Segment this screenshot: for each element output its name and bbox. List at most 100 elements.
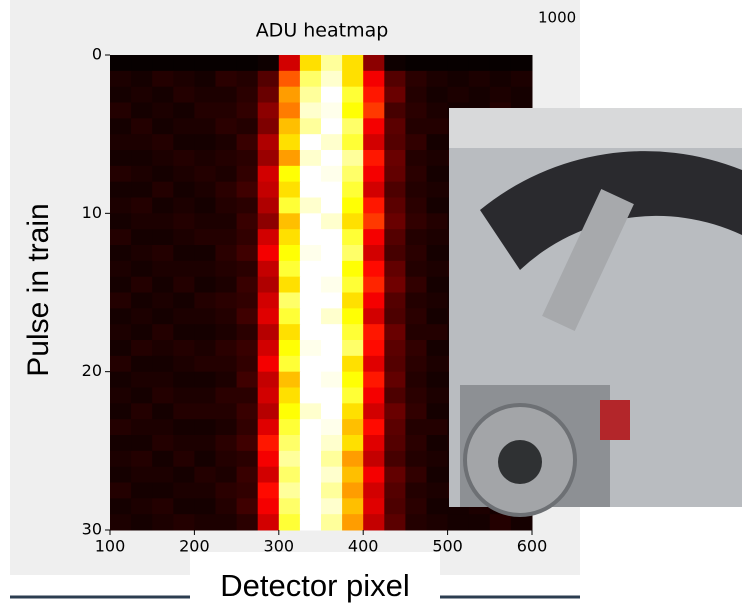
- heatmap-cell: [278, 435, 301, 452]
- heatmap-cell: [447, 70, 470, 88]
- heatmap-cell: [236, 482, 259, 499]
- heatmap-cell: [131, 197, 153, 214]
- heatmap-cell: [173, 340, 195, 357]
- heatmap-cell: [278, 197, 301, 214]
- y-tick-label: 30: [82, 520, 102, 539]
- heatmap-cell: [384, 134, 406, 151]
- x-tick-label: 100: [95, 537, 126, 556]
- heatmap-cell: [363, 86, 385, 103]
- heatmap-cell: [342, 165, 364, 183]
- heatmap-cell: [131, 355, 153, 373]
- heatmap-cell: [110, 387, 132, 404]
- heatmap-cell: [257, 450, 280, 468]
- heatmap-cell: [489, 55, 512, 72]
- heatmap-cell: [405, 165, 427, 183]
- heatmap-cell: [257, 229, 280, 246]
- heatmap-cell: [299, 498, 322, 515]
- heatmap-cell: [152, 371, 174, 388]
- heatmap-cell: [257, 181, 280, 198]
- heatmap-cell: [152, 150, 174, 167]
- heatmap-cell: [363, 419, 385, 436]
- heatmap-cell: [405, 324, 427, 341]
- heatmap-cell: [468, 86, 491, 103]
- heatmap-cell: [426, 134, 449, 151]
- y-tick-label: 0: [92, 45, 102, 64]
- heatmap-cell: [173, 102, 195, 119]
- heatmap-cell: [236, 134, 259, 151]
- heatmap-cell: [236, 165, 259, 183]
- heatmap-cell: [384, 229, 406, 246]
- heatmap-cell: [426, 308, 449, 325]
- heatmap-cell: [257, 514, 280, 531]
- heatmap-cell: [215, 213, 238, 230]
- heatmap-cell: [426, 102, 449, 119]
- x-label-box: [190, 552, 440, 611]
- heatmap-cell: [342, 245, 364, 262]
- heatmap-cell: [278, 340, 301, 357]
- heatmap-cell: [278, 419, 301, 436]
- heatmap-cell: [236, 86, 259, 103]
- heatmap-cell: [257, 387, 280, 404]
- heatmap-cell: [215, 466, 238, 483]
- heatmap-cell: [321, 55, 343, 72]
- heatmap-cell: [299, 340, 322, 357]
- heatmap-cell: [236, 276, 259, 293]
- heatmap-cell: [278, 213, 301, 230]
- heatmap-cell: [299, 165, 322, 183]
- heatmap-cell: [342, 276, 364, 293]
- heatmap-cell: [342, 260, 364, 278]
- heatmap-cell: [257, 482, 280, 499]
- heatmap-cell: [257, 165, 280, 183]
- heatmap-cell: [321, 450, 343, 468]
- heatmap-cell: [321, 118, 343, 135]
- heatmap-cell: [152, 514, 174, 531]
- heatmap-cell: [215, 260, 238, 278]
- heatmap-cell: [405, 466, 427, 483]
- heatmap-cell: [342, 102, 364, 119]
- heatmap-cell: [215, 229, 238, 246]
- photo-window: [498, 440, 542, 484]
- heatmap-cell: [342, 70, 364, 88]
- heatmap-cell: [194, 450, 216, 468]
- heatmap-cell: [342, 197, 364, 214]
- heatmap-cell: [257, 419, 280, 436]
- heatmap-cell: [173, 245, 195, 262]
- heatmap-cell: [426, 181, 449, 198]
- heatmap-cell: [257, 324, 280, 341]
- heatmap-cell: [342, 55, 364, 72]
- heatmap-cell: [236, 102, 259, 119]
- heatmap-cell: [426, 118, 449, 135]
- heatmap-cell: [426, 450, 449, 468]
- heatmap-cell: [363, 403, 385, 420]
- heatmap-cell: [215, 150, 238, 167]
- heatmap-cell: [363, 308, 385, 325]
- heatmap-cell: [110, 355, 132, 373]
- heatmap-cell: [405, 118, 427, 135]
- heatmap-cell: [194, 181, 216, 198]
- heatmap-cell: [321, 213, 343, 230]
- heatmap-cell: [110, 150, 132, 167]
- heatmap-cell: [278, 150, 301, 167]
- heatmap-cell: [110, 245, 132, 262]
- heatmap-cell: [321, 498, 343, 515]
- heatmap-cell: [321, 102, 343, 119]
- heatmap-cell: [152, 308, 174, 325]
- heatmap-cell: [110, 498, 132, 515]
- heatmap-cell: [278, 165, 301, 183]
- heatmap-cell: [321, 181, 343, 198]
- heatmap-cell: [152, 292, 174, 309]
- heatmap-cell: [173, 260, 195, 278]
- heatmap-cell: [426, 419, 449, 436]
- heatmap-cell: [236, 292, 259, 309]
- heatmap-cell: [173, 466, 195, 483]
- heatmap-cell: [152, 466, 174, 483]
- heatmap-cell: [131, 70, 153, 88]
- heatmap-cell: [236, 355, 259, 373]
- heatmap-cell: [384, 419, 406, 436]
- heatmap-cell: [363, 482, 385, 499]
- heatmap-cell: [173, 150, 195, 167]
- heatmap-cell: [342, 150, 364, 167]
- heatmap-cell: [110, 181, 132, 198]
- heatmap-cell: [426, 165, 449, 183]
- heatmap-cell: [257, 134, 280, 151]
